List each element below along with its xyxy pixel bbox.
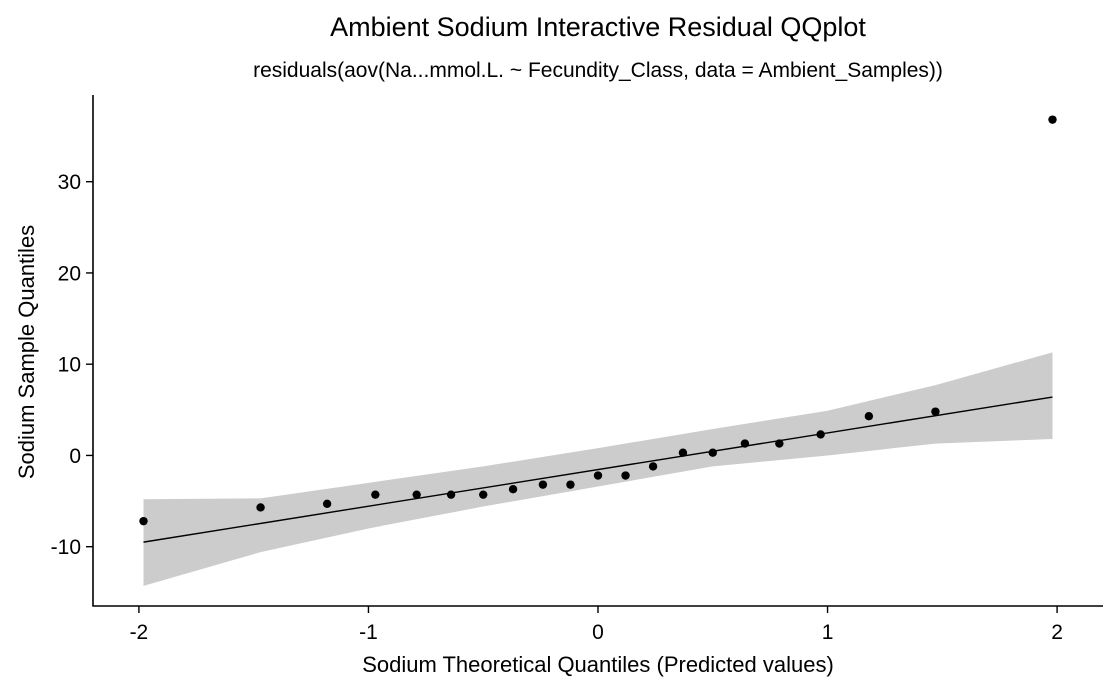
data-point [648,462,658,471]
data-point [864,412,874,421]
data-point [1048,115,1057,124]
y-tick-label: 30 [58,171,81,194]
chart-subtitle: residuals(aov(Na...mmol.L. ~ Fecundity_C… [253,59,943,82]
y-axis-title: Sodium Sample Quantiles [14,225,39,479]
data-point [139,516,148,526]
y-tick-label: 10 [58,354,81,377]
data-point [412,490,421,499]
x-tick-label: -2 [130,621,149,644]
data-point [322,499,332,508]
data-point [740,439,750,448]
data-point [621,471,630,480]
reference-line-layer [143,396,1053,543]
x-tick-label: 0 [592,621,604,644]
y-tick-label: 0 [69,445,81,468]
data-point [566,480,575,489]
data-point [708,448,717,457]
data-point [479,490,488,499]
data-point [446,490,456,499]
data-point [678,448,688,457]
chart-title: Ambient Sodium Interactive Residual QQpl… [330,12,866,42]
x-tick-label: 2 [1051,621,1063,644]
data-point [593,471,603,480]
data-point [775,439,784,448]
x-tick-label: 1 [822,621,834,644]
data-point [538,480,548,489]
data-point [256,503,265,512]
reference-line [143,396,1053,543]
y-tick-label: 20 [58,262,81,285]
y-tick-label: -10 [51,536,81,559]
x-axis-title: Sodium Theoretical Quantiles (Predicted … [362,652,834,677]
data-point [816,430,825,439]
data-point [371,490,380,499]
data-point [508,485,518,494]
data-points-layer [139,115,1057,526]
data-point [931,407,940,416]
x-tick-label: -1 [359,621,378,644]
